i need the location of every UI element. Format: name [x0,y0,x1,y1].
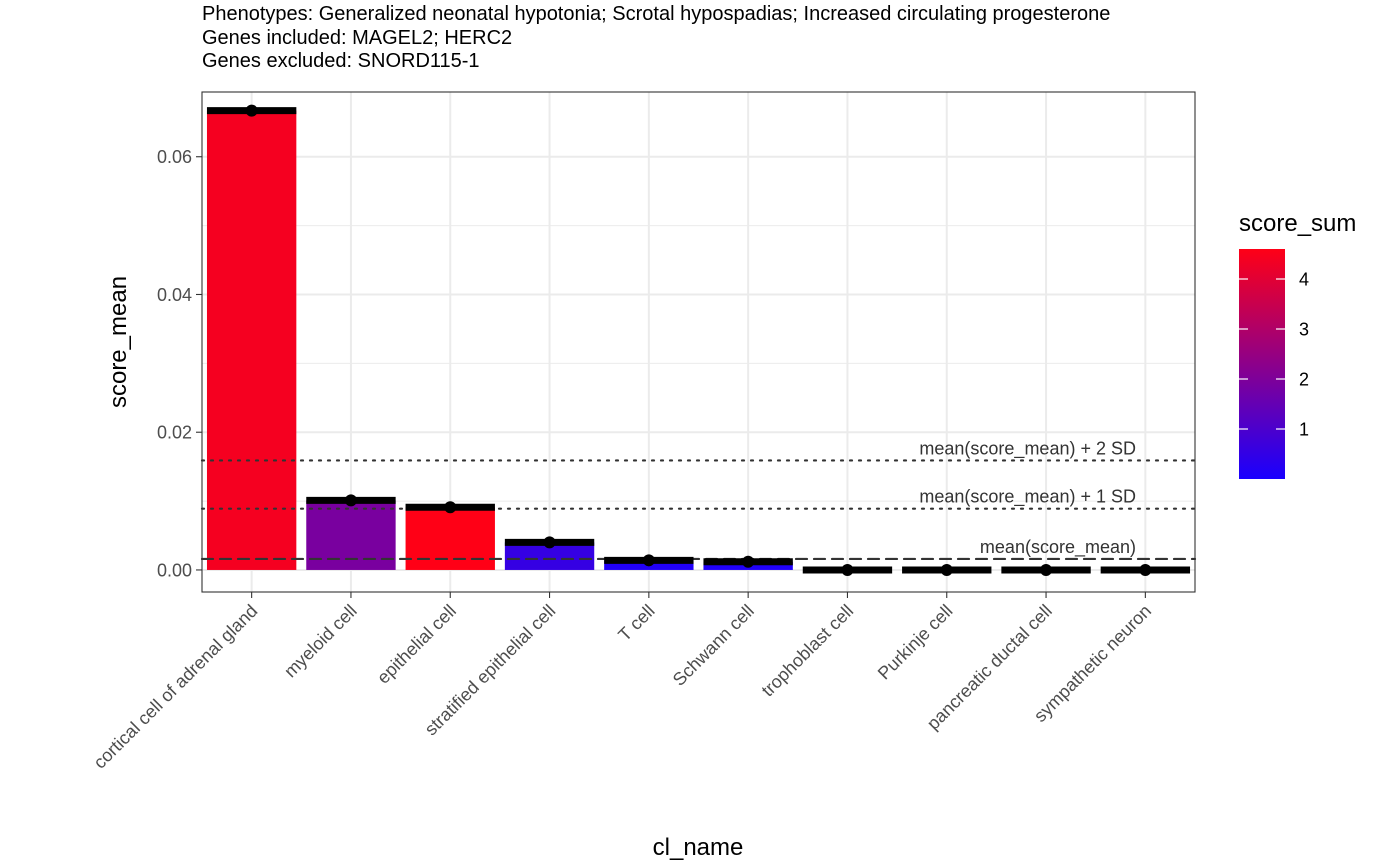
data-point [940,563,953,576]
legend: score_sum 1 2 3 4 [1239,210,1356,479]
bar [206,110,297,570]
legend-tick-label: 3 [1299,320,1309,340]
x-axis: cortical cell of adrenal gland myeloid ce… [90,592,1155,773]
x-tick-label: T cell [614,601,658,645]
y-tick-label: 0.00 [157,560,192,580]
y-tick-label: 0.06 [157,147,192,167]
x-tick-label: trophoblast cell [758,601,858,701]
x-axis-title: cl_name [653,834,744,861]
reference-line-label: mean(score_mean) + 2 SD [919,438,1136,459]
legend-tick-label: 1 [1299,420,1309,440]
data-point [245,104,258,117]
panel-border [201,91,1196,593]
y-tick-label: 0.04 [157,285,192,305]
data-point [742,555,755,568]
data-point [543,536,556,549]
subtitle-genes-excluded: Genes excluded: SNORD115-1 [202,50,480,72]
data-point [344,494,357,507]
data-point [444,501,457,514]
subtitle-phenotypes: Phenotypes: Generalized neonatal hypoton… [202,3,1111,25]
x-tick-label: Purkinje cell [874,601,957,684]
data-point [642,554,655,567]
data-point [841,563,854,576]
reference-lines: mean(score_mean) mean(score_mean) + 1 SD m… [200,438,1197,561]
x-tick-label: myeloid cell [280,601,361,682]
legend-title: score_sum [1239,210,1356,237]
chart-subtitle: Phenotypes: Generalized neonatal hypoton… [202,3,1110,74]
data-point [1139,563,1152,576]
points [245,104,1152,576]
reference-line-label: mean(score_mean) [980,537,1136,558]
reference-line-label: mean(score_mean) + 1 SD [919,487,1136,508]
y-axis-title: score_mean [105,276,132,408]
legend-tick-label: 2 [1299,370,1309,390]
x-tick-label: cortical cell of adrenal gland [90,601,262,773]
x-tick-label: epithelial cell [373,601,460,688]
y-axis: 0.00 0.02 0.04 0.06 [157,147,202,580]
legend-colorbar [1239,249,1285,479]
legend-tick-label: 4 [1299,270,1309,290]
subtitle-genes-included: Genes included: MAGEL2; HERC2 [202,26,513,49]
x-tick-label: Schwann cell [669,601,758,690]
bar [405,507,495,570]
data-point [1040,563,1053,576]
y-tick-label: 0.02 [157,423,192,443]
